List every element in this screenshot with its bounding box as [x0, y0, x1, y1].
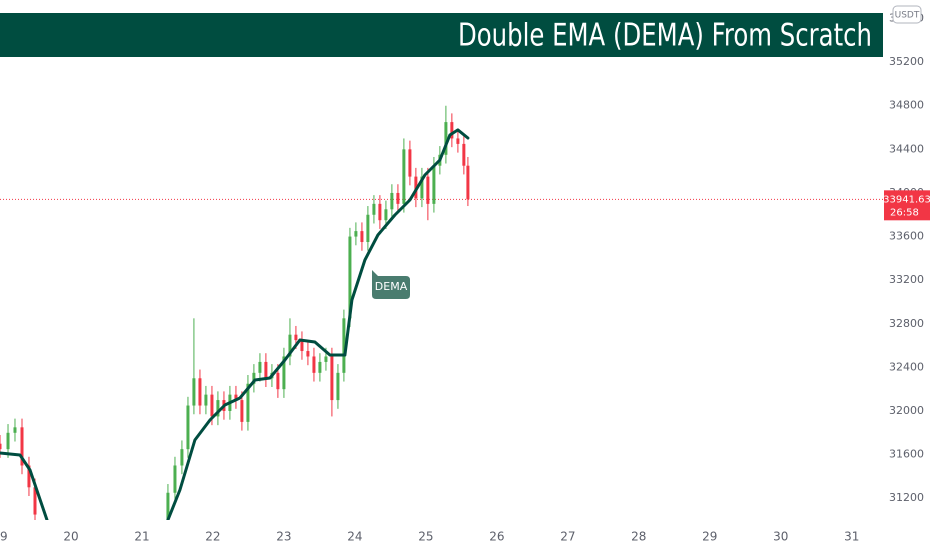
- candle-body: [27, 465, 31, 488]
- x-tick-label: 21: [134, 530, 149, 544]
- candle-body: [210, 394, 214, 417]
- candle-body: [402, 149, 406, 204]
- candle-body: [330, 356, 334, 401]
- candle-body: [166, 492, 170, 520]
- candle-body: [408, 149, 412, 177]
- candle-body: [173, 465, 177, 493]
- candle-body: [432, 165, 436, 204]
- candle-body: [264, 361, 268, 379]
- x-tick-label: 25: [418, 530, 433, 544]
- candle-body: [276, 372, 280, 390]
- candle-body: [306, 351, 310, 357]
- candle-body: [216, 400, 220, 417]
- candle-body: [186, 405, 190, 450]
- x-tick-label: 30: [773, 530, 788, 544]
- chart-title: Double EMA (DEMA) From Scratch: [458, 18, 872, 54]
- candle-body: [6, 432, 10, 450]
- candle-body: [396, 192, 400, 204]
- currency-label: USDT: [895, 11, 920, 21]
- x-tick-label: 26: [489, 530, 504, 544]
- candle-body: [348, 236, 352, 319]
- x-tick-label: 23: [276, 530, 291, 544]
- candle-body: [312, 356, 316, 373]
- candle-body: [294, 334, 298, 341]
- x-tick-label: 19: [0, 530, 8, 544]
- title-banner: [0, 13, 883, 57]
- candle-body: [318, 361, 322, 373]
- candle-body: [390, 192, 394, 210]
- series-label-text: DEMA: [375, 280, 408, 293]
- candle-body: [258, 361, 262, 373]
- candle-body: [33, 487, 37, 515]
- candle-body: [354, 231, 358, 237]
- y-tick-label: 33600: [889, 230, 924, 243]
- candle-body: [450, 122, 454, 139]
- candle-body: [324, 356, 328, 362]
- candle-body: [20, 427, 24, 466]
- candle-body: [360, 231, 364, 243]
- plot-area: [0, 105, 883, 520]
- x-tick-label: 29: [702, 530, 717, 544]
- candle-body: [378, 203, 382, 221]
- x-tick-label: 27: [560, 530, 575, 544]
- y-tick-label: 34400: [889, 142, 924, 155]
- candle-body: [426, 176, 430, 204]
- candle-body: [342, 318, 346, 373]
- candle-body: [288, 334, 292, 357]
- last-price-label: 33941.63: [883, 194, 931, 205]
- series-label-box: [372, 270, 410, 299]
- y-tick-label: 34800: [889, 99, 924, 112]
- candle-body: [456, 138, 460, 144]
- currency-badge[interactable]: [892, 5, 922, 24]
- y-tick-label: 32400: [889, 360, 924, 373]
- candle-body: [180, 449, 184, 466]
- countdown-label: 26:58: [890, 207, 919, 218]
- candle-body: [13, 427, 17, 433]
- candle-body: [384, 209, 388, 221]
- candle-body: [420, 176, 424, 199]
- x-tick-label: 31: [844, 530, 859, 544]
- candle-body: [462, 143, 466, 166]
- price-axis: 3120031600320003240032800332003360034000…: [889, 12, 924, 505]
- y-tick-label: 32800: [889, 317, 924, 330]
- candle-body: [282, 356, 286, 390]
- candle-body: [466, 165, 470, 200]
- x-tick-label: 28: [631, 530, 646, 544]
- y-tick-label: 32000: [889, 404, 924, 417]
- y-tick-label: 33200: [889, 273, 924, 286]
- candle-body: [198, 378, 202, 406]
- candle-body: [0, 443, 2, 450]
- series-label: DEMA: [372, 270, 410, 299]
- y-tick-label: 31600: [889, 448, 924, 461]
- last-price-badge: [884, 190, 930, 221]
- candle-body: [372, 203, 376, 215]
- candle-body: [234, 394, 238, 401]
- y-tick-label: 31200: [889, 491, 924, 504]
- candle-body: [444, 122, 448, 155]
- dema-line: [0, 128, 470, 520]
- candle-body: [300, 340, 304, 352]
- candle-body: [246, 383, 250, 422]
- candle-body: [366, 214, 370, 243]
- candle-body: [204, 394, 208, 406]
- candle-body: [240, 400, 244, 422]
- y-tick-label: 35200: [889, 55, 924, 68]
- x-tick-label: 22: [205, 530, 220, 544]
- candle-body: [336, 372, 340, 401]
- candle-body: [192, 378, 196, 406]
- x-tick-label: 20: [63, 530, 78, 544]
- candle-body: [252, 372, 256, 384]
- x-tick-label: 24: [347, 530, 362, 544]
